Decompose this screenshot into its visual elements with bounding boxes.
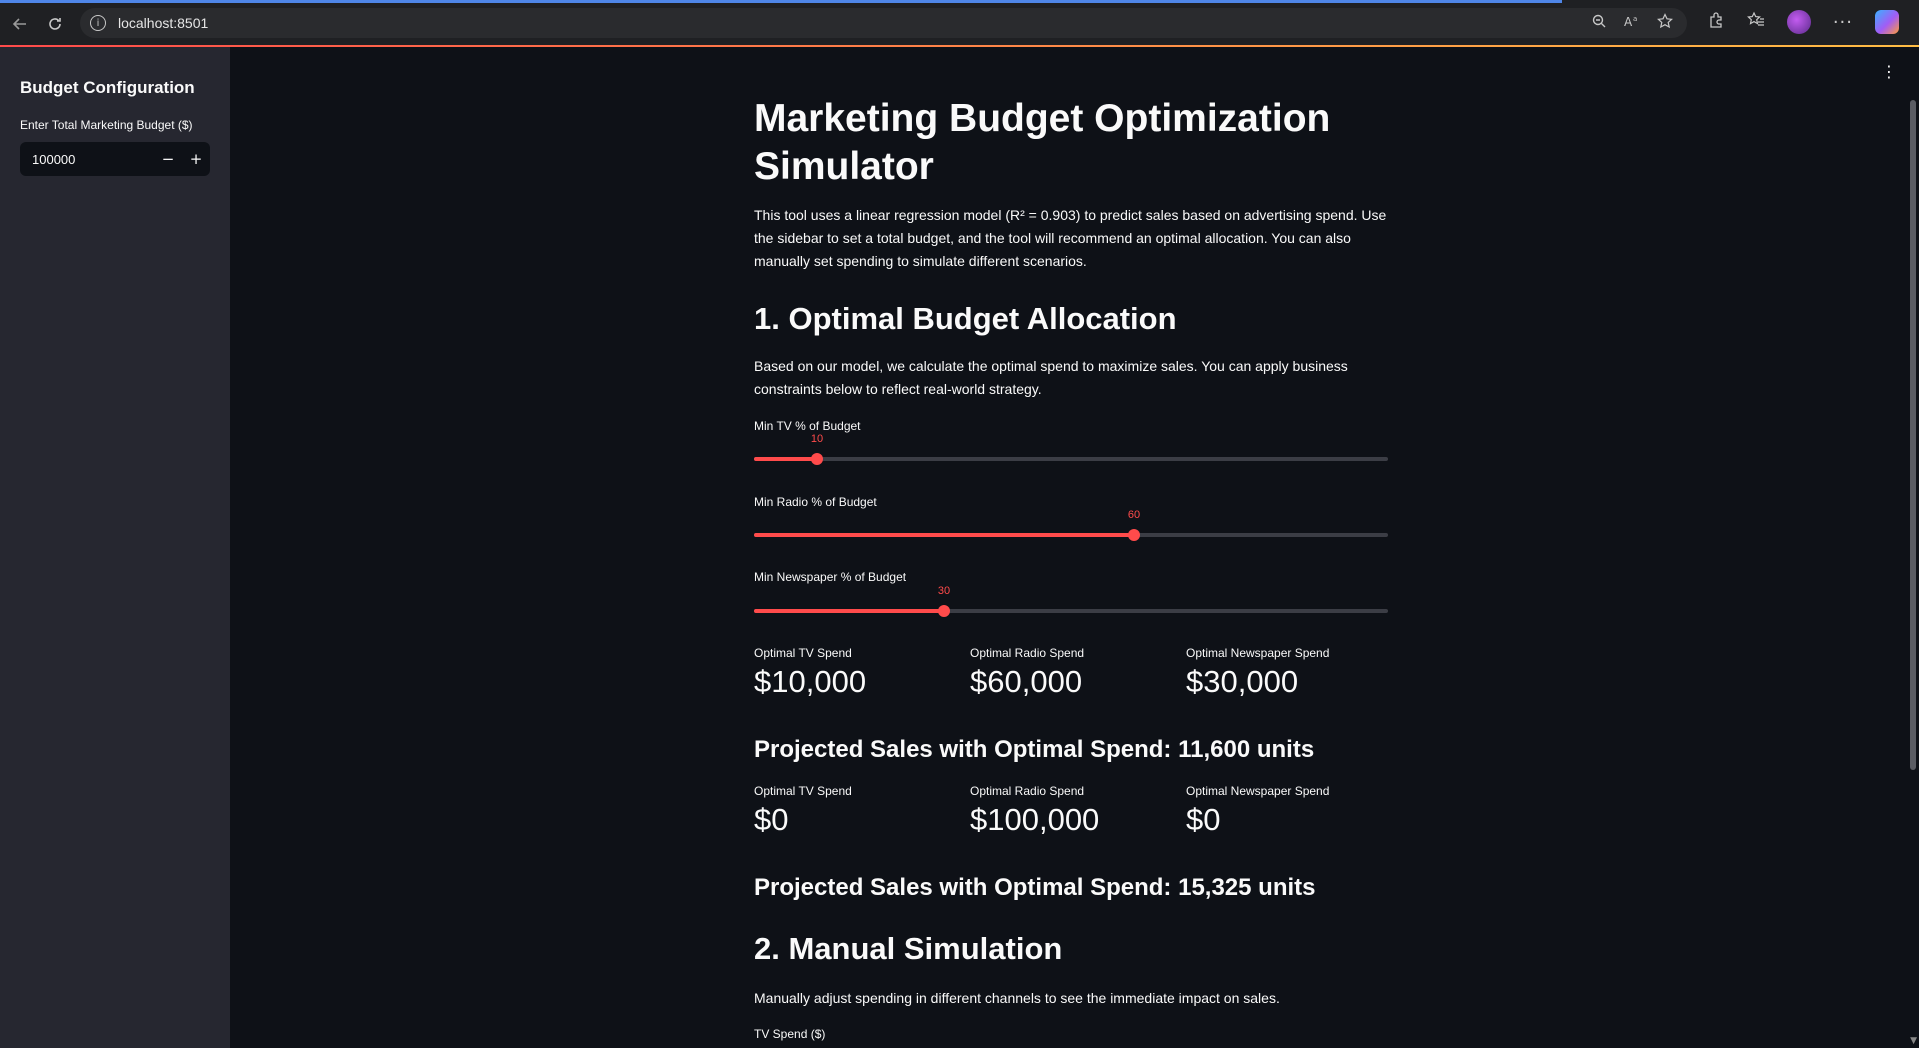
budget-input-label: Enter Total Marketing Budget ($) — [20, 118, 193, 132]
site-info-icon[interactable]: i — [90, 15, 106, 31]
metric-value: $0 — [1186, 802, 1221, 837]
section-optimal-description: Based on our model, we calculate the opt… — [754, 358, 1348, 397]
header-decoration — [0, 45, 1919, 47]
zoom-icon[interactable] — [1591, 13, 1607, 33]
page-title: Marketing Budget Optimization Simulator — [754, 97, 1331, 188]
back-icon[interactable] — [8, 12, 32, 36]
copilot-icon[interactable] — [1875, 10, 1899, 34]
main-menu-icon[interactable]: ⋮ — [1881, 62, 1897, 81]
metric-label: Optimal TV Spend — [754, 784, 852, 798]
intro-text: This tool uses a linear regression model… — [754, 207, 1387, 269]
budget-input-value[interactable]: 100000 — [32, 151, 76, 167]
metric-label: Optimal Radio Spend — [970, 784, 1085, 798]
min-radio-slider-label: Min Radio % of Budget — [754, 495, 877, 509]
projected-sales-heading-2: Projected Sales with Optimal Spend: 15,3… — [754, 874, 1316, 901]
slider-thumb[interactable] — [811, 453, 823, 465]
min-newspaper-slider[interactable]: 30 — [754, 585, 1388, 621]
svg-text:a: a — [1633, 15, 1637, 23]
slider-track — [754, 609, 1388, 613]
slider-value: 10 — [810, 433, 824, 445]
scrollbar[interactable] — [1910, 100, 1916, 770]
metric-label: Optimal Radio Spend — [970, 646, 1085, 660]
slider-track — [754, 457, 1388, 461]
slider-fill — [754, 457, 817, 461]
more-icon[interactable]: ··· — [1832, 11, 1853, 33]
metric-label: Optimal Newspaper Spend — [1186, 784, 1330, 798]
refresh-icon[interactable] — [43, 12, 67, 36]
metric-value: $0 — [754, 802, 789, 837]
metric-label: Optimal TV Spend — [754, 646, 852, 660]
favorites-icon[interactable] — [1746, 11, 1765, 34]
sidebar-title: Budget Configuration — [20, 78, 195, 97]
slider-thumb[interactable] — [1128, 529, 1140, 541]
favorite-icon[interactable] — [1657, 13, 1673, 33]
min-newspaper-slider-label: Min Newspaper % of Budget — [754, 570, 907, 584]
slider-value: 30 — [937, 585, 951, 597]
metric-optimal-tv-2: Optimal TV Spend $0 — [754, 784, 964, 838]
metric-value: $30,000 — [1186, 664, 1299, 699]
metric-value: $100,000 — [970, 802, 1100, 837]
metric-optimal-tv: Optimal TV Spend $10,000 — [754, 646, 964, 700]
extensions-icon[interactable] — [1707, 11, 1725, 34]
tv-spend-label: TV Spend ($) — [754, 1027, 826, 1041]
section-optimal-heading: 1. Optimal Budget Allocation — [754, 301, 1177, 336]
slider-thumb[interactable] — [938, 605, 950, 617]
metric-optimal-radio: Optimal Radio Spend $60,000 — [970, 646, 1180, 700]
section-manual-description: Manually adjust spending in different ch… — [754, 990, 1280, 1006]
scroll-down-arrow-icon[interactable]: ▼ — [1910, 1036, 1917, 1046]
metric-optimal-newspaper-2: Optimal Newspaper Spend $0 — [1186, 784, 1396, 838]
slider-fill — [754, 533, 1134, 537]
svg-text:A: A — [1624, 15, 1633, 29]
metric-optimal-newspaper: Optimal Newspaper Spend $30,000 — [1186, 646, 1396, 700]
metric-optimal-radio-2: Optimal Radio Spend $100,000 — [970, 784, 1180, 838]
min-radio-slider[interactable]: 60 — [754, 509, 1388, 545]
projected-sales-heading-1: Projected Sales with Optimal Spend: 11,6… — [754, 736, 1315, 763]
section-manual-heading: 2. Manual Simulation — [754, 931, 1063, 966]
decrement-button[interactable]: − — [161, 150, 175, 168]
min-tv-slider-label: Min TV % of Budget — [754, 419, 861, 433]
metric-value: $10,000 — [754, 664, 867, 699]
metric-value: $60,000 — [970, 664, 1083, 699]
slider-value: 60 — [1127, 509, 1141, 521]
page-load-progress — [0, 0, 1562, 3]
metric-label: Optimal Newspaper Spend — [1186, 646, 1330, 660]
slider-fill — [754, 609, 944, 613]
budget-number-input[interactable]: 100000 − + — [20, 142, 210, 176]
increment-button[interactable]: + — [189, 150, 203, 168]
url-text[interactable]: localhost:8501 — [118, 15, 209, 31]
min-tv-slider[interactable]: 10 — [754, 433, 1388, 469]
sidebar — [0, 47, 230, 1048]
profile-avatar[interactable] — [1786, 10, 1811, 34]
